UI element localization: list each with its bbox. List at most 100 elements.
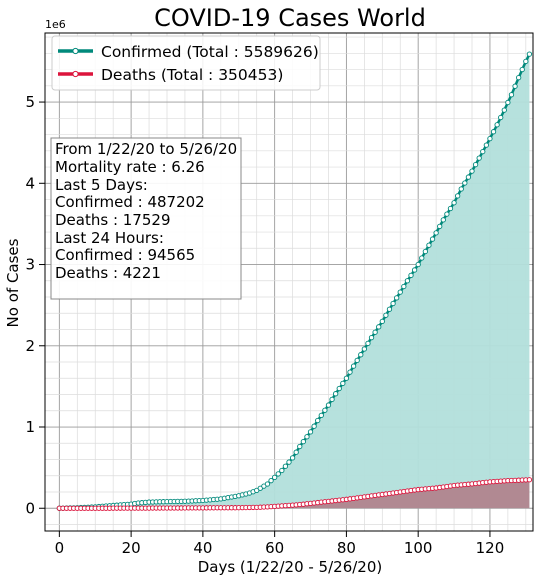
point-confirmed — [350, 363, 357, 369]
area-confirmed — [59, 54, 530, 509]
point-confirmed — [433, 230, 439, 236]
stats-line: Deaths : 4221 — [55, 264, 161, 282]
point-confirmed — [526, 51, 533, 57]
x-tick-label: 80 — [337, 539, 356, 557]
y-tick-label: 2 — [25, 337, 35, 355]
legend-item-deaths: Deaths (Total : 350453) — [58, 66, 283, 84]
point-confirmed — [501, 107, 507, 113]
point-confirmed — [383, 312, 389, 318]
axis-ticks: 0 20 40 60 80 100 120 0 1 2 3 4 5 — [25, 93, 504, 557]
legend-item-confirmed: Confirmed (Total : 5589626) — [58, 43, 319, 61]
point-confirmed — [279, 467, 285, 474]
point-confirmed — [376, 324, 382, 330]
point-confirmed — [318, 412, 324, 419]
x-tick-label: 20 — [122, 539, 141, 557]
point-confirmed — [494, 122, 500, 128]
x-tick-label: 0 — [55, 539, 65, 557]
point-confirmed — [322, 407, 328, 413]
legend-label-confirmed: Confirmed (Total : 5589626) — [101, 43, 319, 61]
x-tick-label: 120 — [476, 539, 505, 557]
point-confirmed — [271, 474, 278, 481]
stats-line: Last 5 Days: — [55, 176, 148, 194]
point-confirmed — [523, 58, 529, 65]
stats-line: Mortality rate : 6.26 — [55, 158, 205, 176]
point-confirmed — [458, 186, 464, 192]
point-confirmed — [282, 463, 289, 469]
point-confirmed — [426, 242, 432, 248]
point-confirmed — [408, 272, 414, 279]
plot-frame — [44, 32, 534, 532]
x-axis-label: Days (1/22/20 - 5/26/20) — [198, 558, 383, 576]
point-confirmed — [498, 114, 504, 121]
point-confirmed — [462, 180, 468, 186]
point-confirmed — [379, 318, 385, 325]
point-confirmed — [332, 391, 339, 397]
point-confirmed — [297, 443, 303, 450]
point-confirmed — [300, 438, 306, 445]
point-confirmed — [336, 385, 342, 392]
point-confirmed — [415, 261, 421, 268]
point-confirmed — [440, 217, 446, 223]
point-confirmed — [411, 267, 418, 273]
point-confirmed — [490, 129, 497, 135]
point-confirmed — [289, 455, 296, 461]
point-confirmed — [469, 168, 475, 174]
point-confirmed — [325, 402, 332, 408]
point-confirmed — [487, 135, 493, 142]
point-confirmed — [365, 340, 371, 346]
point-confirmed — [307, 429, 314, 435]
point-confirmed — [347, 369, 353, 375]
stats-line: Confirmed : 94565 — [55, 246, 195, 264]
point-confirmed — [480, 148, 486, 155]
point-confirmed — [268, 478, 274, 484]
point-confirmed — [361, 346, 367, 352]
point-confirmed — [397, 289, 403, 295]
point-confirmed — [390, 300, 396, 307]
legend-label-deaths: Deaths (Total : 350453) — [101, 66, 283, 84]
point-confirmed — [358, 352, 364, 358]
point-confirmed — [372, 329, 378, 335]
point-confirmed — [354, 357, 360, 364]
stats-box-frame — [50, 137, 242, 300]
point-confirmed — [264, 481, 271, 487]
point-confirmed — [422, 248, 428, 255]
y-axis-label: No of Cases — [4, 238, 22, 327]
stats-box: From 1/22/20 to 5/26/20 Mortality rate :… — [50, 137, 242, 300]
point-confirmed — [343, 375, 350, 381]
point-confirmed — [293, 449, 299, 455]
point-confirmed — [476, 155, 482, 161]
point-confirmed — [340, 380, 346, 387]
point-confirmed — [472, 161, 479, 168]
area-fills — [59, 54, 530, 509]
point-confirmed — [315, 417, 321, 424]
y-offset-label: 1e6 — [45, 18, 66, 31]
point-confirmed — [447, 205, 454, 212]
legend: Confirmed (Total : 5589626) Deaths (Tota… — [51, 35, 321, 91]
point-confirmed — [444, 211, 450, 217]
stats-line: Confirmed : 487202 — [55, 193, 205, 211]
point-confirmed — [519, 66, 525, 73]
stats-line: Last 24 Hours: — [55, 229, 164, 247]
x-tick-label: 100 — [404, 539, 433, 557]
point-confirmed — [508, 92, 515, 98]
y-tick-label: 1 — [25, 418, 35, 436]
point-confirmed — [419, 255, 425, 261]
y-tick-label: 4 — [25, 174, 35, 192]
point-confirmed — [404, 278, 411, 284]
series-markers — [56, 51, 533, 511]
stats-line: Deaths : 17529 — [55, 211, 170, 229]
y-tick-label: 3 — [25, 256, 35, 274]
x-tick-label: 60 — [265, 539, 284, 557]
area-deaths — [59, 479, 530, 509]
point-confirmed — [465, 174, 472, 180]
point-confirmed — [437, 223, 443, 230]
y-tick-label: 5 — [25, 93, 35, 111]
point-confirmed — [429, 236, 436, 242]
point-confirmed — [329, 396, 335, 403]
point-confirmed — [368, 334, 375, 341]
point-confirmed — [454, 193, 461, 199]
point-confirmed — [286, 459, 292, 465]
point-confirmed — [311, 423, 317, 429]
point-confirmed — [275, 471, 281, 477]
